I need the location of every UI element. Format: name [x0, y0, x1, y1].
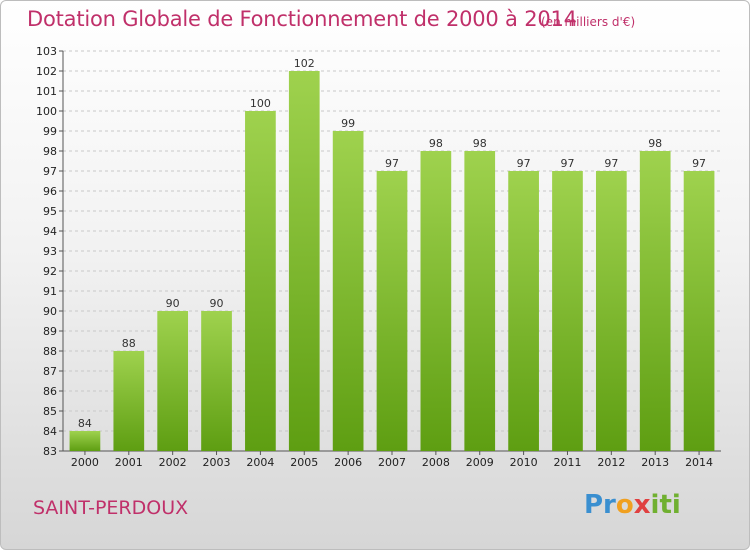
y-tick-label: 94 — [43, 225, 57, 238]
x-tick-label-2014: 2014 — [685, 456, 713, 469]
y-tick-label: 100 — [36, 105, 57, 118]
bar-2007 — [376, 171, 408, 451]
data-label-2009: 98 — [473, 137, 487, 150]
bar-2002 — [157, 311, 189, 451]
y-tick-label: 84 — [43, 425, 57, 438]
data-label-2006: 99 — [341, 117, 355, 130]
y-tick-label: 96 — [43, 185, 57, 198]
data-label-2005: 102 — [294, 57, 315, 70]
y-tick-label: 93 — [43, 245, 57, 258]
data-label-2007: 97 — [385, 157, 399, 170]
x-tick-label-2001: 2001 — [115, 456, 143, 469]
bar-2005 — [288, 71, 320, 451]
y-tick-label: 89 — [43, 325, 57, 338]
data-label-2014: 97 — [692, 157, 706, 170]
y-tick-label: 103 — [36, 45, 57, 58]
chart-title: Dotation Globale de Fonctionnement de 20… — [27, 7, 577, 31]
axes: 83 84 85 86 87 88 89 90 91 92 93 94 95 96 97 98 99 100 101… — [36, 45, 721, 469]
y-tick-label: 99 — [43, 125, 57, 138]
labels: 84 88 90 90 100 102 99 97 98 98 97 97 97 98 97 — [78, 57, 706, 430]
x-tick-label-2002: 2002 — [159, 456, 187, 469]
data-label-2012: 97 — [604, 157, 618, 170]
proxiti-logo: Proxiti — [584, 490, 681, 520]
x-tick-label-2003: 2003 — [203, 456, 231, 469]
x-tick-label-2000: 2000 — [71, 456, 99, 469]
data-label-2001: 88 — [122, 337, 136, 350]
bar-2010 — [508, 171, 539, 451]
bar-2003 — [201, 311, 232, 451]
y-tick-label: 95 — [43, 205, 57, 218]
y-tick-label: 91 — [43, 285, 57, 298]
x-tick-label-2013: 2013 — [641, 456, 669, 469]
data-label-2003: 90 — [210, 297, 224, 310]
y-tick-label: 101 — [36, 85, 57, 98]
x-tick-label-2005: 2005 — [290, 456, 318, 469]
data-label-2013: 98 — [648, 137, 662, 150]
data-label-2011: 97 — [560, 157, 574, 170]
bar-2008 — [420, 151, 452, 451]
y-tick-label: 83 — [43, 445, 57, 458]
y-tick-label: 102 — [36, 65, 57, 78]
bar-2000 — [69, 431, 101, 451]
data-label-2010: 97 — [517, 157, 531, 170]
x-tick-label-2009: 2009 — [466, 456, 494, 469]
bar-2004 — [245, 111, 276, 451]
y-tick-label: 86 — [43, 385, 57, 398]
bars — [69, 71, 715, 451]
x-tick-label-2010: 2010 — [510, 456, 538, 469]
x-tick-label-2012: 2012 — [597, 456, 625, 469]
x-tick-label-2007: 2007 — [378, 456, 406, 469]
x-tick-label-2011: 2011 — [553, 456, 581, 469]
y-tick-label: 85 — [43, 405, 57, 418]
data-label-2002: 90 — [166, 297, 180, 310]
x-tick-label-2006: 2006 — [334, 456, 362, 469]
y-tick-label: 92 — [43, 265, 57, 278]
data-label-2000: 84 — [78, 417, 92, 430]
y-tick-label: 90 — [43, 305, 57, 318]
bar-2001 — [113, 351, 145, 451]
x-tick-label-2008: 2008 — [422, 456, 450, 469]
bar-2012 — [595, 171, 627, 451]
bar-2014 — [683, 171, 715, 451]
commune-name: SAINT-PERDOUX — [33, 497, 189, 519]
bar-2009 — [464, 151, 496, 451]
y-tick-label: 88 — [43, 345, 57, 358]
x-tick-label-2004: 2004 — [246, 456, 274, 469]
y-tick-label: 98 — [43, 145, 57, 158]
y-tick-label: 97 — [43, 165, 57, 178]
bar-2011 — [552, 171, 583, 451]
y-tick-label: 87 — [43, 365, 57, 378]
bar-2006 — [332, 131, 364, 451]
data-label-2008: 98 — [429, 137, 443, 150]
chart-subtitle: (en milliers d'€) — [541, 15, 636, 29]
data-label-2004: 100 — [250, 97, 271, 110]
bar-2013 — [639, 151, 671, 451]
